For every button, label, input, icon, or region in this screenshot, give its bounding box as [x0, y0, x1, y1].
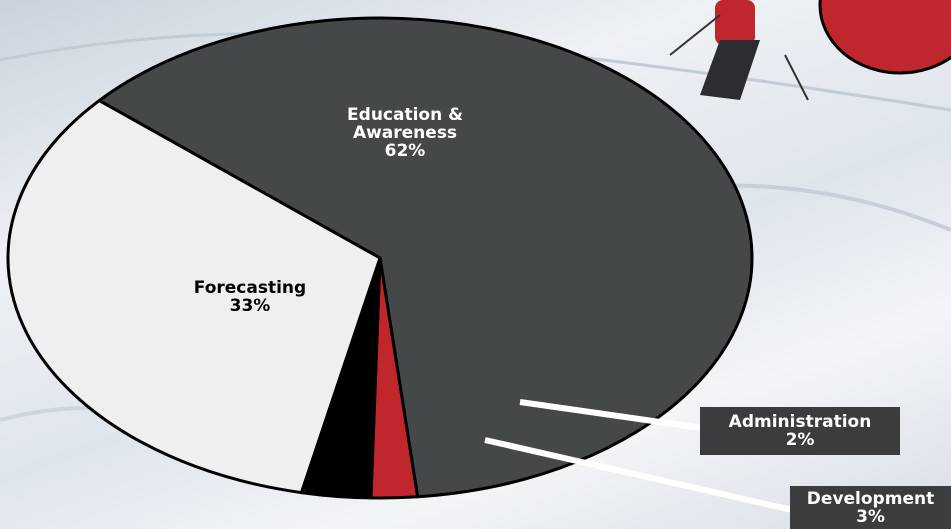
value-label: 2%: [785, 430, 815, 450]
value-label: 3%: [856, 507, 885, 527]
value-label: 62%: [384, 141, 426, 161]
slice-label: Forecasting 33%: [194, 279, 306, 315]
callout-line: [484, 437, 793, 513]
category-label: Education & Awareness: [347, 105, 463, 143]
pie-slice: [6, 99, 382, 495]
pie-slice: [97, 16, 754, 499]
callout-box: Development 3%: [790, 486, 951, 529]
callout-box: Administration 2%: [700, 407, 900, 455]
callout-line: [519, 399, 703, 431]
category-label: Administration: [728, 412, 872, 432]
slice-label: Education & Awareness 62%: [330, 106, 480, 160]
pie: [6, 16, 754, 500]
category-label: Forecasting: [193, 278, 307, 298]
category-label: Development: [806, 489, 935, 509]
value-label: 33%: [229, 296, 271, 316]
